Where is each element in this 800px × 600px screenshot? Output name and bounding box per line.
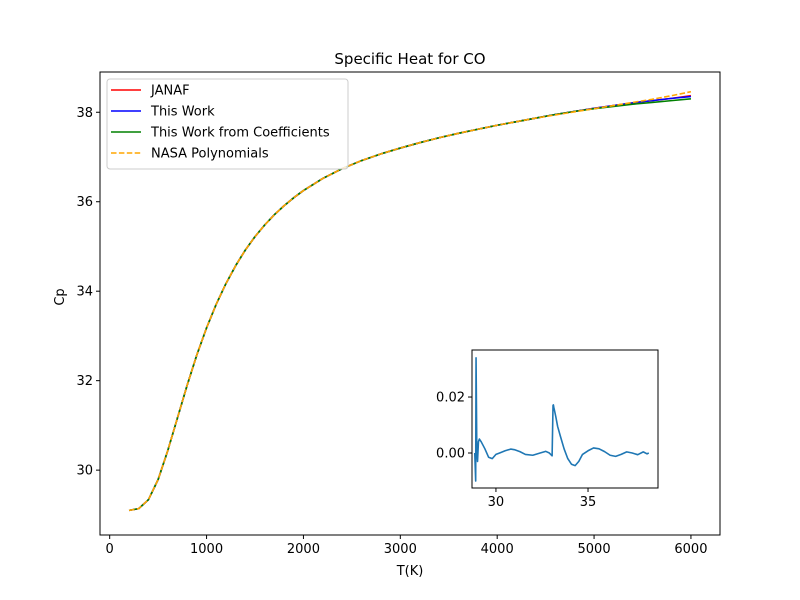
legend-label-2: This Work from Coefficients	[150, 126, 330, 141]
main-series-group	[128, 90, 692, 512]
inset-x-tick-label: 35	[580, 495, 597, 510]
inset-x-tick-label: 30	[488, 495, 505, 510]
main-plot: 0 1000 2000 3000 4000 5000 6000 30 32 34 36 38	[76, 71, 721, 557]
main-x-tick-label: 6000	[674, 542, 707, 557]
main-x-tick-label: 5000	[578, 542, 611, 557]
main-x-tick-label: 3000	[384, 542, 417, 557]
main-y-tick-label: 38	[76, 106, 93, 121]
legend-box	[106, 78, 349, 170]
chart-title: Specific Heat for CO	[334, 50, 485, 68]
legend-label-1: This Work	[150, 105, 215, 120]
main-x-tick-label: 2000	[287, 542, 320, 557]
main-y-tick-label: 36	[76, 195, 93, 210]
main-y-tick-label: 32	[76, 374, 93, 389]
inset-series-line-0	[473, 357, 650, 482]
legend-label-3: NASA Polynomials	[151, 147, 269, 162]
main-series-line-3	[128, 90, 692, 512]
inset-axes-frame	[471, 349, 659, 489]
inset-series-group	[473, 357, 650, 482]
main-axes-frame	[99, 71, 721, 536]
inset-y-tick-label: 0.02	[436, 391, 465, 406]
main-x-tick-label: 1000	[190, 542, 223, 557]
main-x-tick-label: 0	[106, 542, 114, 557]
main-y-tick-label: 34	[76, 285, 93, 300]
main-x-tick-label: 4000	[481, 542, 514, 557]
x-axis-label: T(K)	[396, 564, 424, 579]
legend-label-0: JANAF	[150, 84, 190, 99]
main-y-tick-label: 30	[76, 464, 93, 479]
legend: JANAF This Work This Work from Coefficient…	[106, 78, 349, 170]
inset-y-tick-label: 0.00	[436, 447, 465, 462]
y-axis-label: Cp	[53, 288, 68, 305]
inset-plot: 30 35 0.00 0.02	[436, 349, 659, 510]
